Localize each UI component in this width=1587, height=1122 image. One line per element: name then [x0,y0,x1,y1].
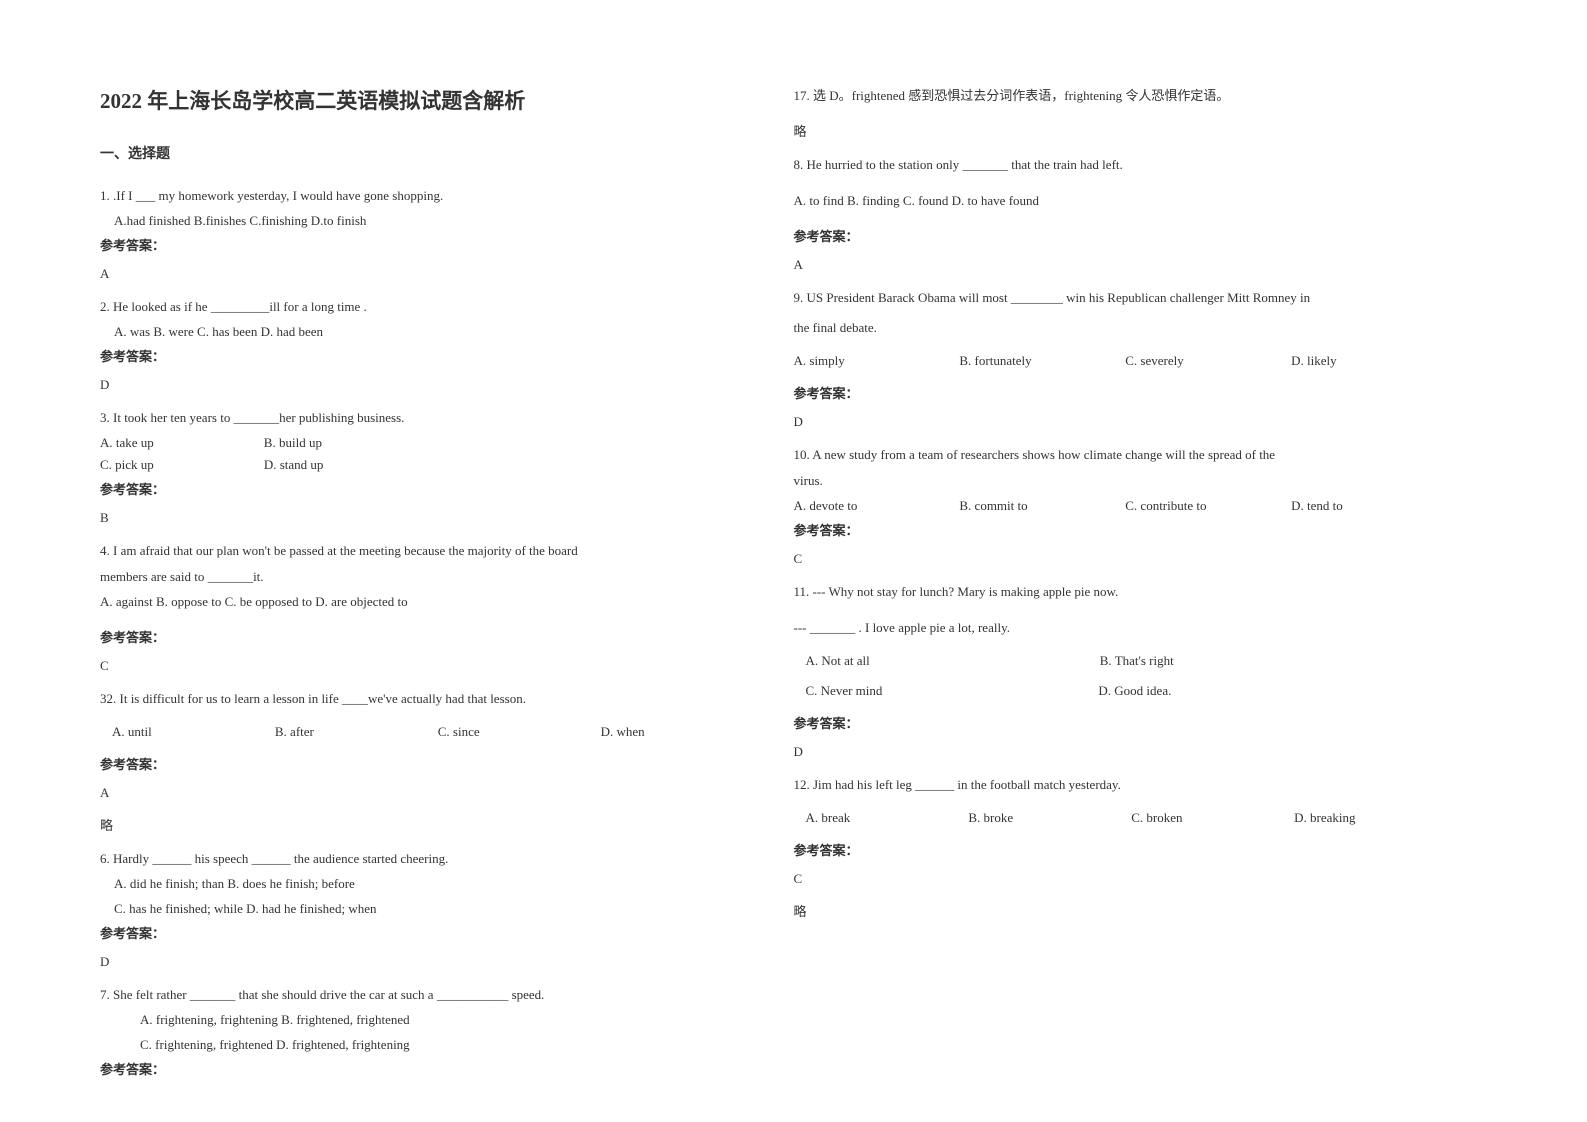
answer-label: 参考答案： [100,923,764,942]
q2-answer: D [100,377,764,393]
q2-text: 2. He looked as if he _________ill for a… [100,296,764,318]
lue: 略 [794,121,1458,140]
left-column: 2022 年上海长岛学校高二英语模拟试题含解析 一、选择题 1. .If I _… [100,85,794,1082]
q7-options2: C. frightening, frightened D. frightened… [100,1034,764,1056]
lue: 略 [794,901,1458,920]
q9-optA: A. simply [794,353,960,369]
answer-label: 参考答案： [794,383,1458,402]
q9-text2: the final debate. [794,317,1458,339]
q3-text: 3. It took her ten years to _______her p… [100,407,764,429]
q12-text: 12. Jim had his left leg ______ in the f… [794,774,1458,796]
q9-optB: B. fortunately [959,353,1125,369]
q1-text: 1. .If I ___ my homework yesterday, I wo… [100,185,764,207]
q9-optC: C. severely [1125,353,1291,369]
q3-answer: B [100,510,764,526]
q8-answer: A [794,257,1458,273]
q11-options-row1: A. Not at all B. That's right [794,653,1458,669]
answer-label: 参考答案： [794,226,1458,245]
q7-text: 7. She felt rather _______ that she shou… [100,984,764,1006]
q10-answer: C [794,551,1458,567]
q7-options1: A. frightening, frightening B. frightene… [100,1009,764,1031]
answer-label: 参考答案： [100,346,764,365]
q3-optA: A. take up [100,435,154,451]
answer-label: 参考答案： [100,235,764,254]
q5-answer: A [100,785,764,801]
q10-text1: 10. A new study from a team of researche… [794,444,1458,466]
q2-options: A. was B. were C. has been D. had been [100,321,764,343]
q11-answer: D [794,744,1458,760]
q4-text2: members are said to _______it. [100,566,764,588]
q12-answer: C [794,871,1458,887]
answer-label: 参考答案： [794,840,1458,859]
q10-text2: virus. [794,470,1458,492]
answer-label: 参考答案： [100,1059,764,1078]
q4-answer: C [100,658,764,674]
answer-label: 参考答案： [100,627,764,646]
q10-optB: B. commit to [959,498,1125,514]
q9-options: A. simply B. fortunately C. severely D. … [794,353,1458,369]
q11-options-row2: C. Never mind D. Good idea. [794,683,1458,699]
q5-text: 32. It is difficult for us to learn a le… [100,688,764,710]
q8-text: 8. He hurried to the station only ______… [794,154,1458,176]
q9-text1: 9. US President Barack Obama will most _… [794,287,1458,309]
q9-optD: D. likely [1291,353,1457,369]
q11-optA: A. Not at all [806,653,870,669]
q10-options: A. devote to B. commit to C. contribute … [794,498,1458,514]
q5-options: A. until B. after C. since D. when [100,724,764,740]
q3-options-row1: A. take up B. build up [100,435,764,451]
q1-answer: A [100,266,764,282]
q4-text1: 4. I am afraid that our plan won't be pa… [100,540,764,562]
q11-optB: B. That's right [1100,653,1174,669]
q3-optC: C. pick up [100,457,154,473]
page-title: 2022 年上海长岛学校高二英语模拟试题含解析 [100,85,764,115]
section-header: 一、选择题 [100,143,764,163]
q6-options2: C. has he finished; while D. had he fini… [100,898,764,920]
q10-optA: A. devote to [794,498,960,514]
q12-optB: B. broke [968,810,1131,826]
q5-optB: B. after [275,724,438,740]
q7-answer-text: 17. 选 D。frightened 感到恐惧过去分词作表语，frighteni… [794,85,1458,107]
q11-optD: D. Good idea. [1098,683,1171,699]
q9-answer: D [794,414,1458,430]
right-column: 17. 选 D。frightened 感到恐惧过去分词作表语，frighteni… [794,85,1488,1082]
lue: 略 [100,815,764,834]
q3-options-row2: C. pick up D. stand up [100,457,764,473]
q10-optD: D. tend to [1291,498,1457,514]
q11-text1: 11. --- Why not stay for lunch? Mary is … [794,581,1458,603]
q12-optC: C. broken [1131,810,1294,826]
q3-optB: B. build up [264,435,322,451]
q6-options1: A. did he finish; than B. does he finish… [100,873,764,895]
q12-optA: A. break [806,810,969,826]
q6-answer: D [100,954,764,970]
q3-optD: D. stand up [264,457,324,473]
q12-options: A. break B. broke C. broken D. breaking [794,810,1458,826]
q5-optA: A. until [112,724,275,740]
q5-optC: C. since [438,724,601,740]
q5-optD: D. when [601,724,764,740]
q10-optC: C. contribute to [1125,498,1291,514]
q8-options: A. to find B. finding C. found D. to hav… [794,190,1458,212]
answer-label: 参考答案： [794,713,1458,732]
answer-label: 参考答案： [100,754,764,773]
answer-label: 参考答案： [100,479,764,498]
q12-optD: D. breaking [1294,810,1457,826]
q1-options: A.had finished B.finishes C.finishing D.… [100,210,764,232]
q11-optC: C. Never mind [806,683,883,699]
answer-label: 参考答案： [794,520,1458,539]
q11-text2: --- _______ . I love apple pie a lot, re… [794,617,1458,639]
q6-text: 6. Hardly ______ his speech ______ the a… [100,848,764,870]
q4-options: A. against B. oppose to C. be opposed to… [100,591,764,613]
